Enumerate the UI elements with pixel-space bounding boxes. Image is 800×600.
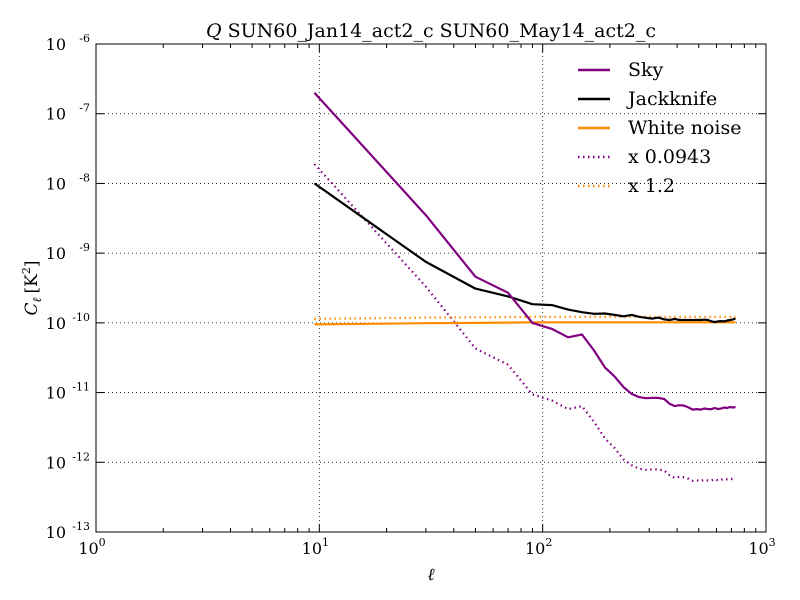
legend-label: Jackknife — [626, 88, 717, 110]
y-label-unit-close: ] — [22, 261, 42, 268]
y-tick-label: 10 -10 — [46, 311, 90, 333]
y-tick-label: 10 -11 — [46, 381, 90, 403]
plot-series — [313, 91, 736, 482]
y-label-unit: [K — [22, 274, 42, 294]
y-label-subscript: ℓ — [30, 297, 44, 302]
y-tick-label: 10 -12 — [46, 450, 90, 472]
y-tick-label: 10 -7 — [46, 102, 90, 124]
series-line-x-1-2 — [314, 315, 736, 320]
series-line-white-noise — [314, 321, 736, 326]
title-symbol: Q — [206, 20, 222, 42]
series-line-jackknife — [313, 182, 736, 324]
grid — [96, 44, 766, 532]
x-tick-label: 103 — [748, 536, 775, 558]
legend-label: White noise — [628, 117, 742, 139]
x-tick-label: 101 — [302, 536, 329, 558]
y-label-unit-sup: 2 — [20, 267, 33, 274]
legend-label: Sky — [628, 59, 664, 81]
y-tick-label: 10 -8 — [46, 171, 90, 193]
y-tick-label: 10 -6 — [46, 32, 90, 54]
y-label-symbol: C — [22, 302, 42, 315]
series-line-x-0-0943 — [313, 163, 736, 482]
title-text: SUN60_Jan14_act2_c SUN60_May14_act2_c — [228, 20, 656, 42]
x-tick-label: 100 — [78, 536, 105, 558]
axis-ticks: 100 101 102 103 10-13 10-12 10-11 10-10 10-9 10-8… — [46, 32, 776, 558]
y-tick-label: 10 -9 — [46, 241, 90, 263]
plot-frame — [95, 43, 767, 533]
y-axis-label: Cℓ [K2] — [20, 261, 44, 316]
legend-label: x 0.0943 — [628, 146, 711, 168]
chart-title: Q SUN60_Jan14_act2_c SUN60_May14_act2_c — [206, 20, 656, 42]
x-axis-label: ℓ — [427, 565, 434, 585]
x-tick-label: 102 — [525, 536, 552, 558]
y-tick-label: 10 -13 — [46, 520, 90, 542]
legend-label: x 1.2 — [628, 175, 675, 197]
legend: Sky Jackknife White noise x 0.0943 x 1.2 — [578, 59, 742, 197]
series-line-sky — [313, 91, 736, 411]
